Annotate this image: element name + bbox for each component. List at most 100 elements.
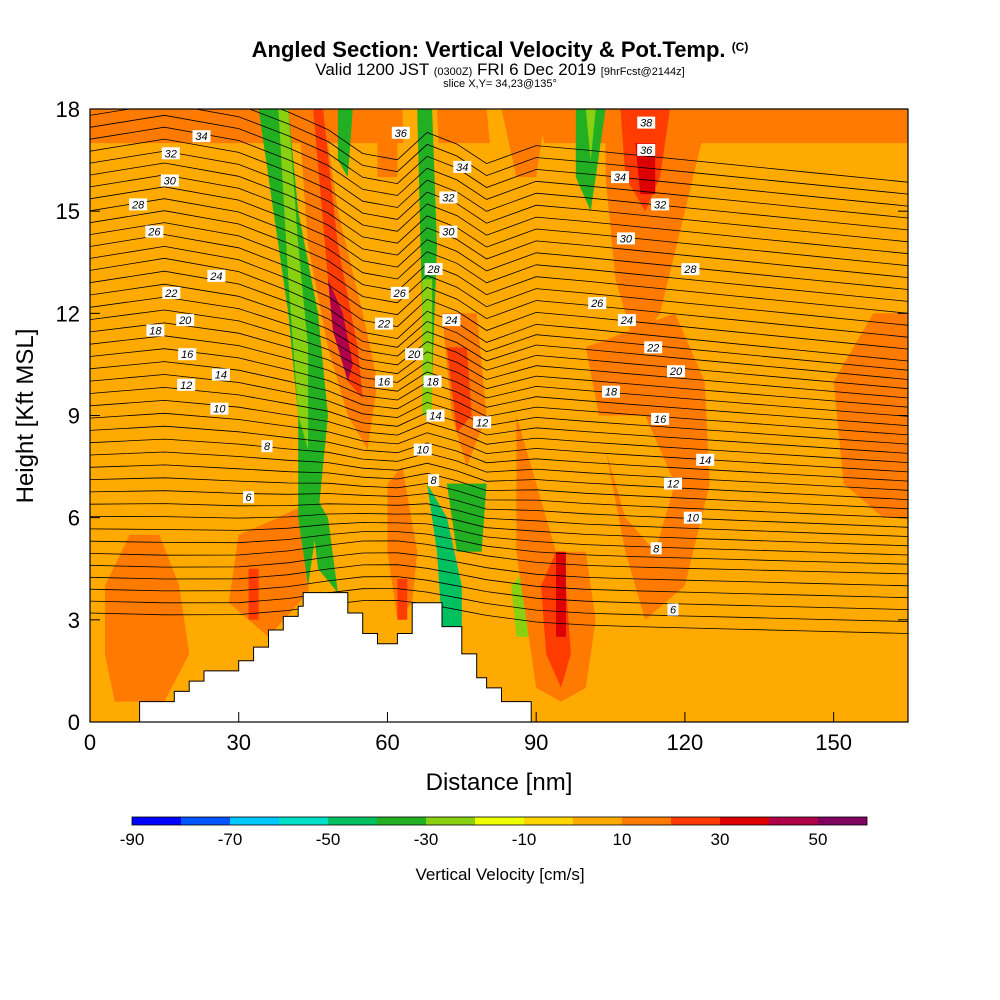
velocity-region [734, 701, 908, 722]
subtitle-valid: Valid 1200 JST [315, 60, 429, 79]
colorbar-swatch [230, 817, 279, 825]
contour-label: 36 [640, 145, 653, 157]
terrain-mask [139, 592, 532, 723]
theta-contour-line [90, 270, 908, 371]
x-tick-label: 150 [815, 730, 852, 755]
contour-label-bg [617, 314, 636, 327]
contour-label-bg [637, 116, 656, 129]
colorbar-swatch [818, 817, 867, 825]
contour-label: 32 [165, 148, 177, 160]
contour-label-bg [243, 491, 255, 504]
contour-label-bg [588, 297, 607, 310]
theta-contour-line [90, 540, 908, 575]
colorbar-tick-label: 30 [711, 830, 730, 849]
velocity-region [337, 109, 353, 178]
theta-contour-line [90, 503, 908, 537]
chart-title: Angled Section: Vertical Velocity & Pot.… [0, 37, 1000, 63]
velocity-region [308, 483, 338, 593]
x-tick-label: 30 [226, 730, 250, 755]
y-tick-label: 12 [56, 301, 80, 326]
theta-contour-line [90, 174, 908, 278]
contour-label-bg [405, 348, 424, 361]
contour-label-bg [637, 143, 656, 156]
contour-label: 24 [209, 271, 222, 283]
colorbar-swatch [622, 817, 671, 825]
contour-label-bg [453, 160, 472, 173]
theta-contour-line [90, 186, 908, 290]
contour-label: 18 [605, 387, 618, 399]
contour-label-bg [683, 511, 702, 524]
contour-label-bg [375, 375, 393, 388]
contour-label: 10 [687, 513, 700, 525]
contour-label-bg [664, 477, 682, 490]
theta-contour-line [90, 531, 908, 565]
x-tick-label: 90 [524, 730, 548, 755]
colorbar-swatch [132, 817, 181, 825]
theta-contour-line [90, 399, 908, 463]
colorbar-tick-label: -90 [120, 830, 145, 849]
contour-label: 24 [620, 315, 633, 327]
colorbar-swatch [524, 817, 573, 825]
contour-label-bg [162, 286, 181, 299]
contour-label: 26 [147, 227, 161, 239]
contour-label-bg [681, 263, 700, 276]
contour-labels: 34 32 30 28 26 24 22 20 18 16 14 12 10 8 6 36 34 32 30 28 26… [129, 116, 715, 617]
chart-title-text: Angled Section: Vertical Velocity & Pot.… [251, 37, 726, 62]
contour-label-bg [207, 269, 226, 282]
contour-label-bg [473, 416, 492, 429]
colorbar-tick-label: -50 [316, 830, 341, 849]
theta-contour-line [90, 210, 908, 314]
y-tick-label: 3 [68, 608, 80, 633]
theta-contour-line [90, 198, 908, 302]
velocity-region [313, 109, 363, 399]
theta-contour-line [90, 451, 908, 500]
contour-label-bg [261, 440, 273, 453]
theta-contour-line [90, 464, 908, 510]
contour-label-bg [696, 453, 715, 466]
theta-contour-line [90, 150, 908, 255]
contour-label-bg [439, 191, 458, 204]
contour-label-bg [651, 198, 670, 211]
velocity-region [709, 517, 834, 688]
contour-label-bg [667, 365, 685, 378]
contour-label: 34 [614, 172, 626, 184]
theta-contour-line [90, 425, 908, 482]
contour-label-bg [442, 314, 461, 327]
velocity-region [90, 177, 239, 450]
colorbar-swatch [181, 817, 230, 825]
contour-label-bg [439, 225, 458, 238]
theta-contour-line [90, 348, 908, 427]
theta-contour-line [90, 335, 908, 417]
contour-label: 38 [640, 118, 653, 130]
contour-label-bg [211, 368, 230, 381]
theta-contour-line [90, 283, 908, 380]
contour-label: 18 [426, 376, 439, 388]
contour-label-bg [129, 198, 148, 211]
contour-label: 6 [670, 605, 677, 617]
chart-subtitle: Valid 1200 JST (0300Z) FRI 6 Dec 2019 [9… [0, 60, 1000, 80]
theta-contour-line [90, 588, 908, 622]
theta-contour-line [90, 361, 908, 436]
colorbar-swatch [475, 817, 524, 825]
y-tick-label: 6 [68, 506, 80, 531]
contour-label-bg [616, 232, 635, 245]
contour-label: 34 [195, 131, 207, 143]
contour-label-bg [413, 443, 432, 456]
y-axis-label: Height [Kft MSL] [12, 329, 39, 504]
x-tick-label: 60 [375, 730, 399, 755]
contour-label: 12 [180, 380, 192, 392]
contour-label-bg [161, 147, 180, 160]
contour-label: 6 [246, 492, 253, 504]
colorbar-swatch [769, 817, 818, 825]
subtitle-date: FRI 6 Dec 2019 [477, 60, 597, 79]
contour-label: 18 [149, 325, 162, 337]
theta-contour-line [279, 109, 908, 183]
contour-label: 8 [431, 475, 438, 487]
contour-label: 36 [395, 128, 408, 140]
subtitle-forecast: [9hrFcst@2144z] [600, 66, 685, 78]
velocity-region [248, 568, 259, 620]
contour-label-bg [423, 375, 442, 388]
x-tick-label: 0 [84, 730, 96, 755]
colorbar-frame [131, 816, 868, 826]
contour-label: 20 [178, 315, 192, 327]
